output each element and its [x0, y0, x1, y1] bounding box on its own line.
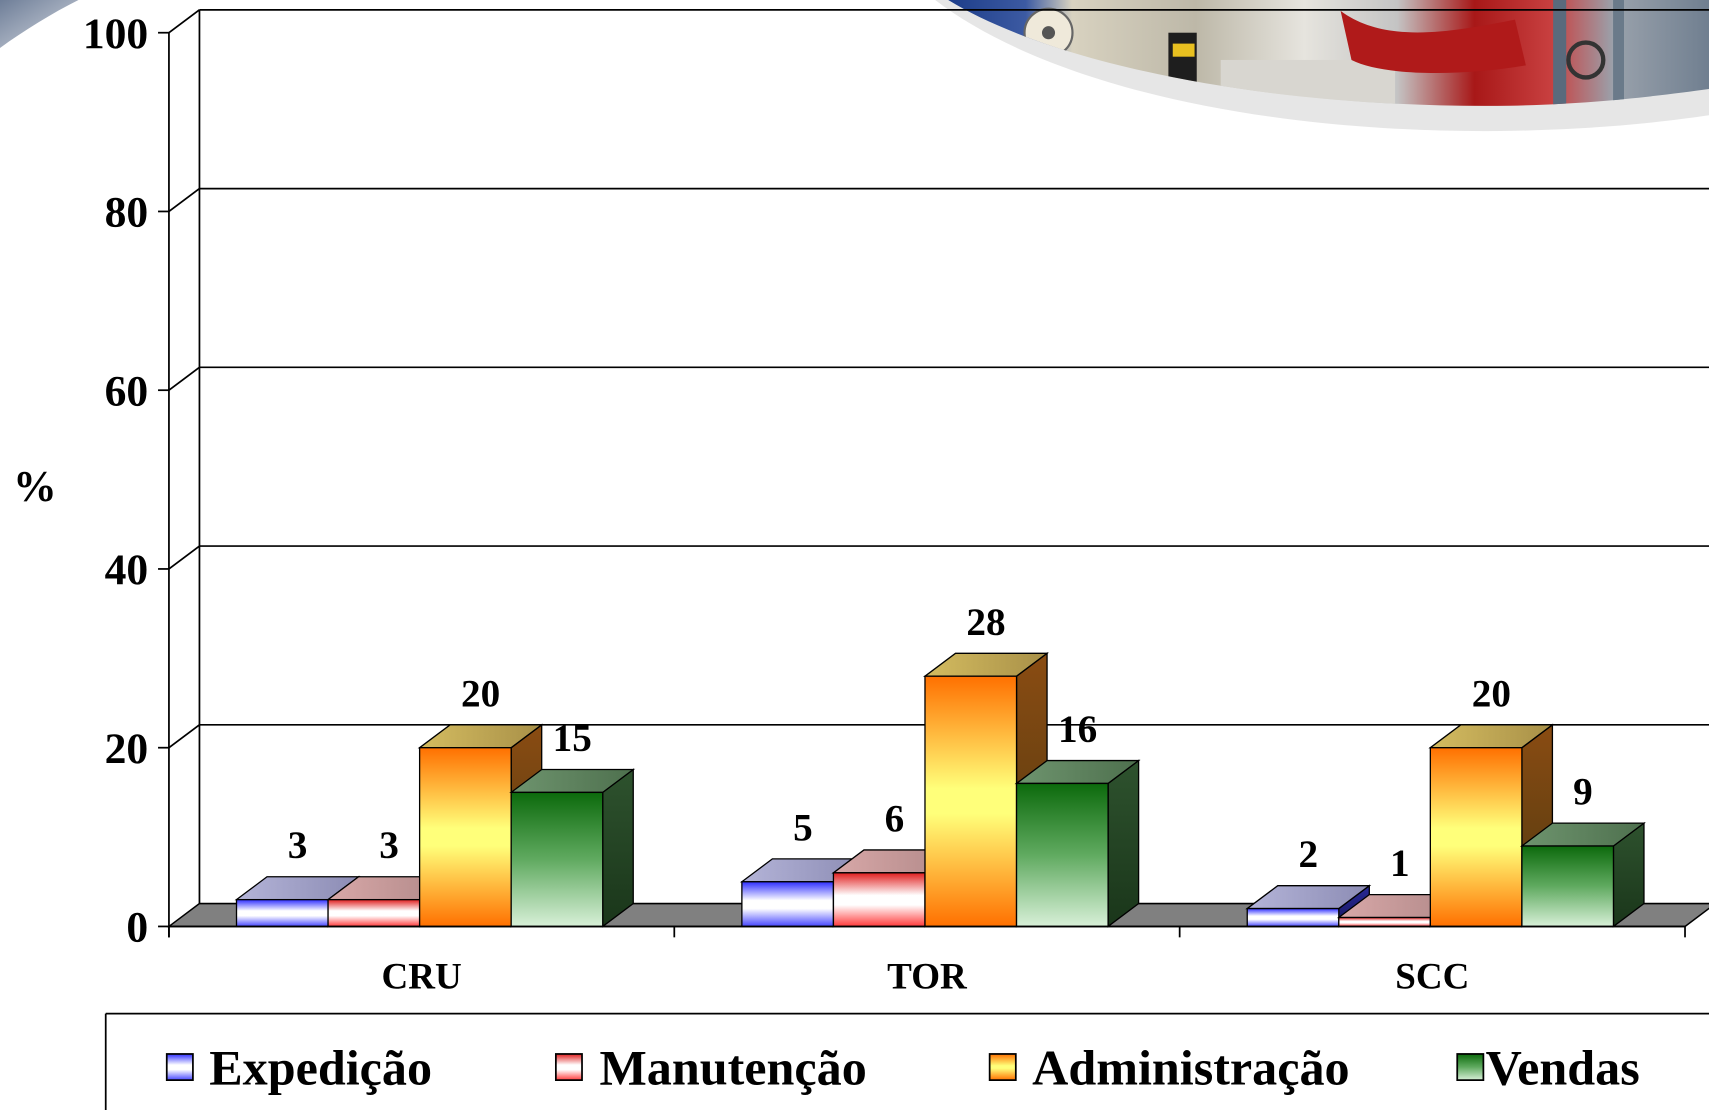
data-label-scc-expedicao: 2: [1298, 833, 1318, 876]
bar-scc-vendas: [1519, 821, 1646, 928]
x-category-label-tor: TOR: [887, 957, 968, 998]
data-label-tor-administracao: 28: [966, 601, 1005, 644]
y-tick-label-40: 40: [105, 546, 149, 594]
machine-wheel-hub: [1041, 26, 1056, 40]
bar-front-face: [924, 675, 1018, 928]
legend-swatch-expedicao: [165, 1053, 194, 1081]
data-label-cru-vendas: 15: [553, 717, 592, 760]
chart-labels: % 0 20 40 60 80 100 3 3 20 15 CRU 5 6 28 16 TOR 2 1 20 9 SCC: [13, 10, 1593, 998]
bar-tor-vendas: [1014, 759, 1141, 928]
data-label-tor-expedicao: 5: [793, 806, 813, 849]
data-label-cru-expedicao: 3: [288, 824, 308, 867]
photo-banner-image: [948, 0, 1709, 106]
y-tick-label-60: 60: [105, 367, 149, 415]
bar-front-face: [418, 747, 512, 928]
legend-item-vendas: Vendas: [1456, 1039, 1640, 1095]
legend-swatch-vendas: [1456, 1053, 1485, 1081]
bar-front-face: [1338, 916, 1431, 928]
side-wall-gridline-100: [168, 9, 200, 34]
bar-front-face: [510, 791, 604, 928]
bar-side-face: [602, 768, 634, 928]
axes: [158, 31, 1686, 938]
data-label-cru-administracao: 20: [461, 672, 500, 715]
data-label-tor-manutencao: 6: [885, 797, 905, 840]
thread-shape: [1172, 43, 1195, 57]
bar-cru-vendas: [509, 768, 636, 928]
bar-front-face: [235, 898, 329, 928]
frame-bar-shape: [1613, 0, 1624, 106]
legend: Expedição Manutenção Administração Venda…: [104, 1012, 1709, 1110]
legend-label-administracao: Administração: [1032, 1039, 1349, 1095]
legend-swatch-administracao: [988, 1053, 1017, 1081]
x-category-label-cru: CRU: [381, 957, 461, 998]
side-wall-gridline-80: [168, 187, 200, 213]
y-tick-label-80: 80: [105, 189, 149, 237]
side-wall-gridline-60: [168, 366, 200, 391]
data-label-cru-manutencao: 3: [379, 824, 399, 867]
legend-swatch-manutencao: [554, 1053, 583, 1081]
side-wall-gridline-40: [168, 545, 200, 570]
data-label-scc-vendas: 9: [1573, 771, 1593, 814]
frame-bar-shape: [1553, 0, 1567, 106]
data-label-scc-manutencao: 1: [1390, 842, 1410, 885]
side-wall-gridline-20: [168, 724, 200, 749]
data-label-scc-administracao: 20: [1472, 672, 1511, 715]
y-tick-label-100: 100: [83, 10, 148, 58]
bar-side-face: [1107, 759, 1140, 928]
legend-label-vendas: Vendas: [1486, 1039, 1640, 1095]
legend-item-administracao: Administração: [988, 1039, 1350, 1095]
legend-label-manutencao: Manutenção: [599, 1039, 866, 1095]
data-label-tor-vendas: 16: [1058, 708, 1097, 751]
legend-item-expedicao: Expedição: [165, 1039, 432, 1095]
legend-label-expedicao: Expedição: [209, 1039, 432, 1095]
bar-front-face: [741, 881, 835, 928]
y-axis-title: %: [13, 462, 57, 510]
decorative-photo-banner: [935, 0, 1709, 132]
y-tick-label-20: 20: [105, 725, 149, 773]
red-fabric-shape: [1340, 10, 1526, 74]
bar-front-face: [1015, 782, 1109, 928]
bar-front-face: [832, 872, 926, 928]
bar-front-face: [1521, 845, 1615, 928]
pulley-shape: [1566, 40, 1606, 80]
y-tick-label-0: 0: [126, 904, 148, 952]
legend-item-manutencao: Manutenção: [554, 1039, 867, 1095]
bar-front-face: [1246, 907, 1340, 928]
bar-front-face: [1429, 747, 1523, 928]
bar-front-face: [327, 898, 421, 928]
corner-swoosh-decoration: [0, 0, 79, 48]
x-category-label-scc: SCC: [1395, 957, 1469, 998]
bars: [234, 652, 1646, 928]
